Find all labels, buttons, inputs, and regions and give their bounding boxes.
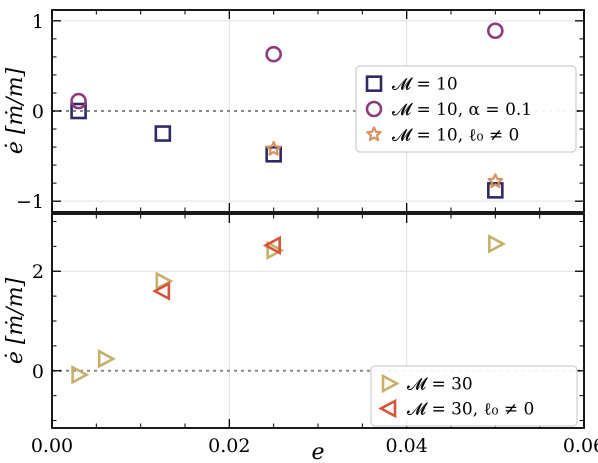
data-point <box>487 182 504 199</box>
legend-marker <box>365 75 383 92</box>
data-point <box>488 234 507 254</box>
legend-marker <box>365 100 383 118</box>
bottom-panel: 0 2 0.00 0.02 0.04 0.06 ė [ṁ/m] e 𝓜 = 30 𝓜 = 30, … <box>3 213 598 463</box>
x-tick-label: 0.04 <box>386 435 428 457</box>
legend-marker <box>378 398 397 419</box>
legend-label: 𝓜 = 10, ℓ₀ ≠ 0 <box>392 125 519 145</box>
ticks <box>51 10 585 212</box>
data-point <box>487 173 504 189</box>
data-point <box>70 102 87 120</box>
legend-box <box>355 65 577 153</box>
legend-marker <box>366 126 382 142</box>
y-tick-label: 0 <box>32 361 44 383</box>
y-tick-label: −1 <box>16 191 44 213</box>
legend: 𝓜 = 10 𝓜 = 10, α = 0.1 𝓜 = 10, ℓ₀ ≠ 0 <box>355 65 577 153</box>
data-point <box>265 145 282 163</box>
series-1 <box>152 235 281 301</box>
series-0 <box>71 234 507 385</box>
x-axis-label: e <box>311 440 324 463</box>
x-tick-label: 0.00 <box>31 435 73 457</box>
data-point <box>265 140 282 156</box>
top-panel: −1 0 1 ė [ṁ/m] 𝓜 = 10 𝓜 = 10, α = 0.1 𝓜 = 10, … <box>3 9 585 213</box>
data-point <box>152 281 171 301</box>
y-tick-label: 2 <box>32 261 44 283</box>
x-tick-label: 0.06 <box>563 435 598 457</box>
data-point <box>265 45 282 63</box>
y-tick-label: 1 <box>32 11 44 33</box>
data-point <box>70 92 87 110</box>
series-1 <box>70 22 504 110</box>
y-tick-label: 0 <box>32 101 44 123</box>
series-2 <box>265 140 504 189</box>
legend-label: 𝓜 = 30 <box>407 375 473 395</box>
y-axis-label: ė [ṁ/m] <box>3 277 28 364</box>
data-point <box>97 349 116 369</box>
data-point <box>487 22 504 40</box>
x-tick-label: 0.02 <box>208 435 250 457</box>
legend-marker <box>381 373 400 394</box>
legend-label: 𝓜 = 10, α = 0.1 <box>392 100 532 120</box>
series-0 <box>70 102 504 199</box>
data-point <box>266 240 285 261</box>
data-point <box>154 125 172 142</box>
legend: 𝓜 = 30 𝓜 = 30, ℓ₀ ≠ 0 <box>370 365 578 427</box>
legend-label: 𝓜 = 10 <box>392 75 458 95</box>
legend-label: 𝓜 = 30, ℓ₀ ≠ 0 <box>407 400 534 420</box>
ticks <box>51 214 585 428</box>
data-point <box>262 235 281 256</box>
y-axis-label: ė [ṁ/m] <box>3 67 28 154</box>
legend-box <box>370 365 578 427</box>
data-point <box>71 365 90 385</box>
